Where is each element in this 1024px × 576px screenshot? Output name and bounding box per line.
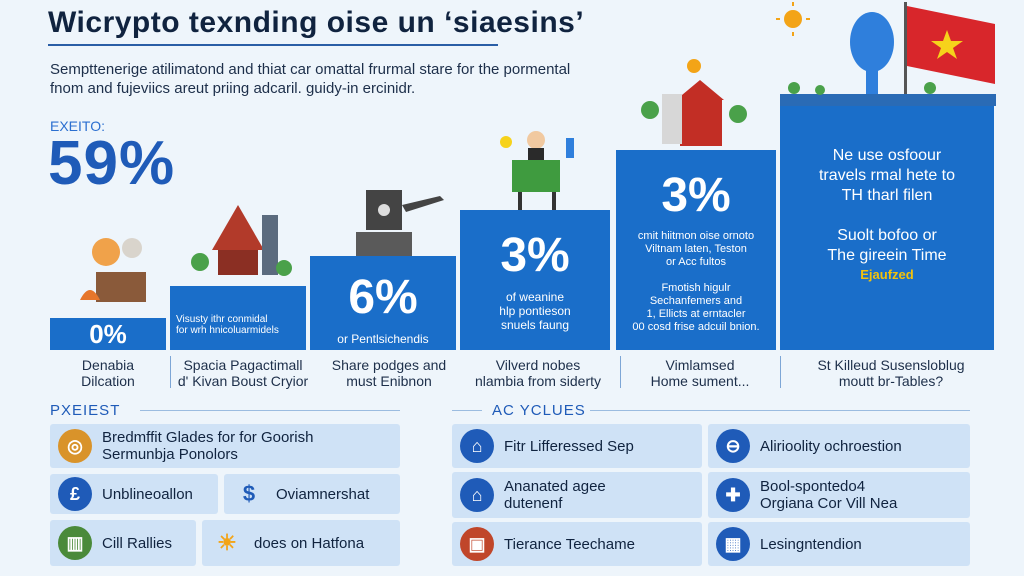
list-item-label: Ananated agee dutenenf (504, 478, 606, 512)
toolbox-icon: ▣ (460, 527, 494, 561)
caption-5: Vimlamsed Home sument... (650, 357, 750, 389)
bar-4-desc: of weanine hlp pontieson snuels faung (499, 290, 571, 332)
bar-6-highlight: Ejaufzed (860, 267, 914, 282)
left-section-rule (140, 410, 400, 411)
right-section-header: AC YCLUES (492, 402, 586, 419)
caption-1: Denabia Dilcation (81, 357, 135, 389)
pound-icon: £ (58, 477, 92, 511)
bar-3-value: 6% (348, 271, 418, 324)
right-section-rule-left (452, 410, 482, 411)
house-icon (641, 59, 747, 146)
page-title: Wicrypto texnding oise un ‘siaesins’ (48, 6, 585, 39)
list-item-label: Tierance Teechame (504, 535, 635, 553)
balance-icon: ⊖ (716, 429, 750, 463)
bar-4: 3% of weanine hlp pontieson snuels faung (460, 210, 610, 350)
cross-icon: ✚ (716, 478, 750, 512)
list-item[interactable]: ▥ Cill Rallies (50, 520, 196, 566)
list-item[interactable]: £ Unblineoallon (50, 474, 218, 514)
tree-icon (788, 82, 936, 95)
sun-icon (776, 2, 810, 36)
list-item[interactable]: ⌂ Ananated agee dutenenf (452, 472, 702, 518)
thermometer-icon: ⌂ (460, 429, 494, 463)
list-item-label: Lesingntendion (760, 535, 862, 553)
bar-4-value: 3% (500, 229, 570, 282)
list-item[interactable]: ⌂ Fitr Lifferessed Sep (452, 424, 702, 468)
list-item-label: Bool-spontedo4 Orgiana Cor Vill Nea (760, 478, 898, 512)
stat-value: 59% (48, 129, 176, 198)
dollar-icon: $ (242, 481, 256, 506)
bar-3: 6% or Pentlsichendis (310, 256, 456, 350)
bar-6: Ne use osfoour travels rmal hete to TH t… (780, 106, 994, 350)
caption-6: St Killeud Susensloblug moutt br-Tables? (817, 357, 965, 389)
sun-icon: ☀ (217, 530, 237, 555)
bar-1: 0% (50, 318, 166, 350)
list-item-label: Fitr Lifferessed Sep (504, 437, 634, 455)
list-item-label: Unblineoallon (102, 485, 193, 503)
bar-5: 3% cmit hiitmon oise ornoto Viltnam late… (616, 150, 776, 350)
bar-6-desc: Ne use osfoour travels rmal hete to TH t… (818, 147, 956, 264)
list-item[interactable]: ✚ Bool-spontedo4 Orgiana Cor Vill Nea (708, 472, 970, 518)
building-icon: ▥ (58, 526, 92, 560)
pot-icon (80, 238, 146, 302)
title-rule (48, 44, 498, 46)
right-section-rule (590, 410, 970, 411)
subtitle: Sempttenerige atilimatond and thiat car … (50, 61, 571, 97)
caption-4: Vilverd nobes nlambia from siderty (474, 357, 602, 389)
coin-icon: ◎ (58, 429, 92, 463)
bar-5-desc: cmit hiitmon oise ornoto Viltnam laten, … (632, 230, 760, 333)
divider (170, 356, 171, 388)
list-item[interactable]: $ Oviamnershat (224, 474, 400, 514)
worker-icon (500, 131, 574, 210)
list-item[interactable]: ▦ Lesingntendion (708, 522, 970, 566)
caption-3: Share podges and must Enibnon (331, 357, 447, 389)
bar-1-value: 0% (89, 319, 127, 349)
list-item-label: does on Hatfona (254, 534, 365, 552)
divider (780, 356, 781, 388)
divider (620, 356, 621, 388)
house-icon: ⌂ (460, 478, 494, 512)
caption-2: Spacia Pagactimall d' Kivan Boust Cryior (177, 357, 309, 389)
list-item-label: Bredmffit Glades for for Goorish Sermunb… (102, 429, 314, 463)
bar-5-value: 3% (661, 169, 731, 222)
list-item[interactable]: ▣ Tierance Teechame (452, 522, 702, 566)
bar-2: Visusty ithr conmidal for wrh hnicoluarm… (170, 286, 306, 350)
list-item[interactable]: ◎ Bredmffit Glades for for Goorish Sermu… (50, 424, 400, 468)
list-item[interactable]: ⊖ Alirioolity ochroestion (708, 424, 970, 468)
bar-3-desc: or Pentlsichendis (337, 332, 429, 346)
bar-2-desc: Visusty ithr conmidal for wrh hnicoluarm… (176, 314, 279, 336)
machine-icon (356, 190, 444, 256)
left-section-header: PXEIEST (50, 402, 121, 419)
grid-icon: ▦ (716, 527, 750, 561)
list-item[interactable]: ☀ does on Hatfona (202, 520, 400, 566)
vietnam-flag-icon (904, 2, 995, 102)
stat-label: EXEITO: (50, 118, 105, 134)
list-item-label: Oviamnershat (276, 485, 370, 503)
water-tower-icon (850, 12, 894, 100)
list-item-label: Cill Rallies (102, 534, 173, 552)
skyline (780, 94, 996, 106)
temple-icon (191, 205, 292, 276)
list-item-label: Alirioolity ochroestion (760, 437, 902, 455)
